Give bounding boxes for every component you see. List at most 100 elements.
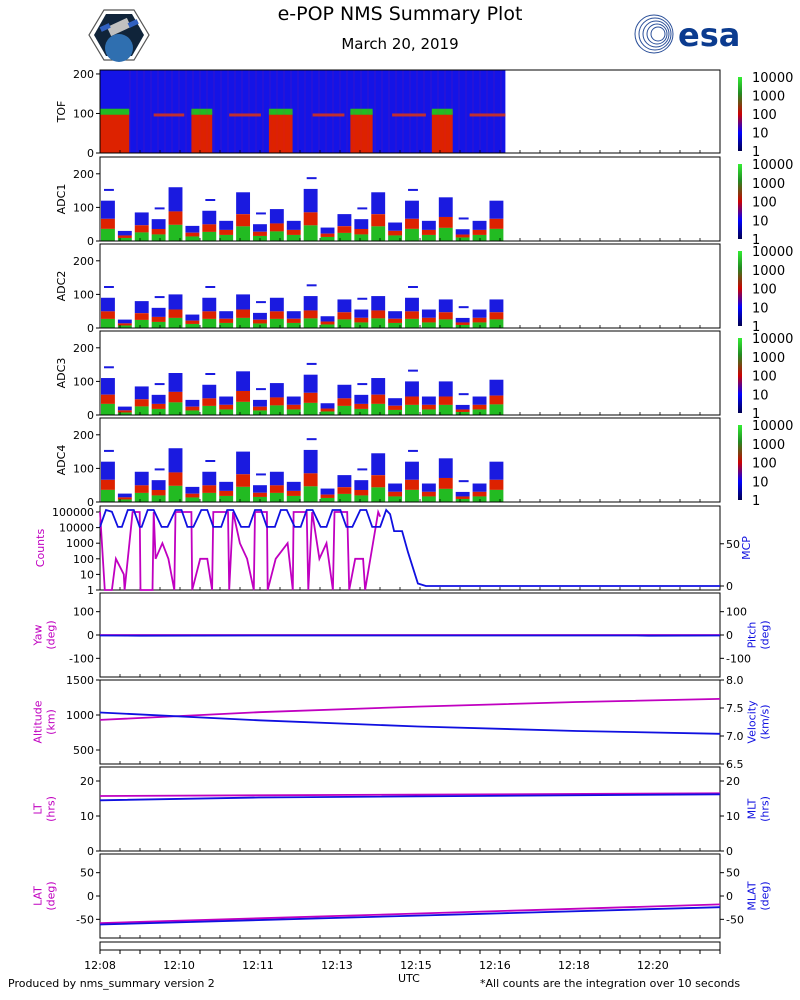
adc-bar-low (337, 405, 352, 415)
adc-bar-mid (253, 406, 267, 411)
adc-bar-low (405, 489, 419, 502)
adc-bar-low (168, 402, 183, 415)
adc-bar-top (101, 461, 115, 480)
panel-ylabel: Counts (34, 529, 47, 568)
adc-bar-top (303, 449, 318, 474)
adc-bar-low (303, 402, 318, 415)
adc-bar-top (101, 297, 115, 312)
adc-bar-low (303, 318, 318, 328)
adc-bar-top (438, 197, 453, 217)
y-tick-label: 1 (87, 584, 94, 597)
adc-bar-mid (421, 491, 436, 497)
adc-bar-top (371, 192, 386, 215)
panel-ylabel: ADC4 (55, 445, 68, 476)
adc-sparse-dash (306, 438, 317, 441)
colorbar-tick-label: 10000 (752, 158, 793, 173)
bottom-axis-strip (99, 941, 721, 951)
adc-bar-top (286, 311, 301, 319)
panel-y2label: MLT(hrs) (746, 796, 772, 822)
y-tick-label: 100 (73, 288, 94, 301)
adc-bar-mid (405, 396, 419, 405)
adc-bar-mid (303, 392, 318, 403)
adc-bar-top (354, 309, 369, 318)
adc-sparse-dash (458, 306, 469, 309)
colorbar-tick-label: 100 (752, 196, 777, 211)
adc-bar-low (117, 237, 132, 241)
adc-bar-low (438, 488, 453, 502)
x-axis-label: UTC (398, 972, 420, 985)
adc-bar-low (185, 323, 200, 328)
adc-bar-top (472, 220, 487, 230)
tof-peak-line (268, 108, 293, 115)
adc-sparse-dash (408, 369, 418, 372)
adc-bar-top (455, 317, 470, 323)
adc-bar-mid (151, 316, 166, 322)
y-tick-label: 100 (73, 375, 94, 388)
adc-bar-top (489, 200, 504, 219)
adc-bar-mid (371, 310, 386, 319)
adc-bar-low (286, 322, 301, 328)
adc-bar-low (151, 495, 166, 502)
adc-bar-mid (337, 226, 352, 233)
adc-bar-low (388, 496, 403, 502)
adc-bar-low (236, 317, 251, 328)
adc-bar-top (253, 224, 267, 232)
adc-bar-top (236, 294, 251, 310)
adc-bar-low (236, 486, 251, 502)
adc-bar-mid (185, 493, 200, 498)
adc-sparse-dash (306, 177, 317, 180)
adc-bar-top (371, 378, 386, 395)
adc-bar-low (455, 324, 470, 328)
y2-tick-label: 7.0 (726, 730, 744, 743)
adc-bar-top (303, 296, 318, 311)
colorbar-tick-label: 100 (752, 457, 777, 472)
adc-bar-low (269, 318, 284, 328)
adc-bar-top (388, 311, 403, 319)
adc-bar-mid (472, 317, 487, 323)
series-line-mcp (99, 508, 720, 587)
adc-bar-top (117, 493, 132, 498)
adc-bar-top (253, 399, 267, 407)
colorbar-tick-label: 100 (752, 108, 777, 123)
adc-bar-mid (269, 311, 284, 319)
adc-bar-low (388, 409, 403, 415)
panel-y2label: MLAT(deg) (746, 881, 772, 911)
adc-bar-top (101, 378, 115, 395)
adc-bar-top (337, 475, 352, 488)
x-tick-label: 12:20 (637, 959, 669, 972)
colorbar-tick-label: 10000 (752, 245, 793, 260)
adc-bar-top (354, 219, 369, 229)
colorbar-tick-label: 100 (752, 370, 777, 385)
adc-bar-mid (168, 211, 183, 225)
y-tick-label: 10 (80, 810, 94, 823)
adc-bar-top (405, 200, 419, 219)
adc-bar-mid (202, 311, 217, 319)
panel-ylabel: LT(hrs) (32, 796, 58, 822)
adc-bar-low (202, 405, 217, 415)
y2-tick-label: 7.5 (726, 702, 744, 715)
panel-frame-4 (99, 417, 721, 503)
tof-peak-line (431, 108, 453, 115)
adc-bar-mid (253, 231, 267, 236)
adc-bar-low (472, 322, 487, 328)
adc-bar-top (134, 301, 149, 314)
tof-ion-band (268, 111, 293, 153)
panel-ylabel: ADC1 (55, 184, 68, 215)
adc-bar-low (320, 497, 335, 502)
adc-bar-low (371, 226, 386, 241)
adc-bar-mid (388, 491, 403, 497)
y-tick-label: 0 (87, 629, 94, 642)
colorbar-tick-label: 10000 (752, 71, 793, 86)
adc-bar-top (455, 229, 470, 235)
adc-bar-mid (168, 309, 183, 318)
adc-sparse-dash (357, 383, 368, 386)
adc-bar-top (117, 406, 132, 411)
colorbar-tick-label: 1 (752, 494, 760, 509)
adc-bar-top (337, 214, 352, 227)
adc-bar-top (151, 394, 166, 404)
adc-bar-top (320, 316, 335, 322)
adc-bar-mid (354, 228, 369, 235)
y-tick-label: 1000 (66, 709, 94, 722)
adc-bar-low (320, 236, 335, 241)
y-tick-label: 200 (73, 68, 94, 81)
